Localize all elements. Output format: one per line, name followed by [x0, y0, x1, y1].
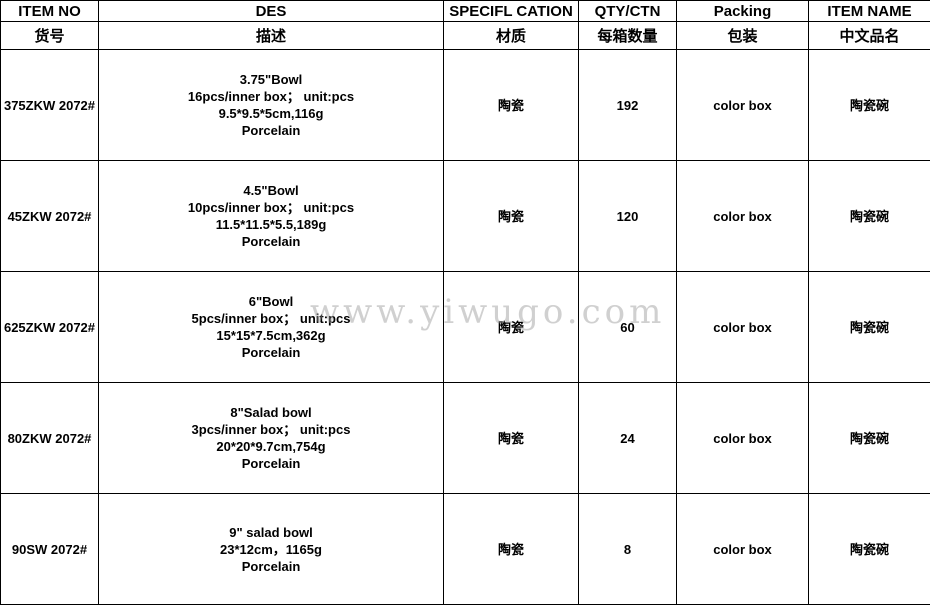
header-material-cn: 材质 [443, 21, 579, 50]
packing-cell: color box [676, 271, 809, 383]
description-line: 16pcs/inner box； unit:pcs [187, 89, 355, 104]
header-specification: SPECIFL CATION [443, 0, 579, 22]
description-cell: 6"Bowl 5pcs/inner box； unit:pcs 15*15*7.5c… [98, 271, 444, 383]
qty-cell: 192 [578, 49, 677, 161]
description-cell: 9" salad bowl 23*12cm，1165g Porcelain [98, 493, 444, 605]
description-line: 4.5"Bowl [243, 183, 299, 198]
header-packing: Packing [676, 0, 809, 22]
description-line: 23*12cm，1165g [220, 541, 322, 557]
material-cell: 陶瓷 [443, 160, 579, 272]
qty-cell: 24 [578, 382, 677, 494]
description-line: 3.75"Bowl [239, 72, 303, 87]
header-des-cn: 描述 [98, 21, 444, 50]
description-line: 15*15*7.5cm,362g [216, 328, 326, 343]
description-line: 11.5*11.5*5.5,189g [215, 217, 327, 232]
packing-cell: color box [676, 49, 809, 161]
description-line: 20*20*9.7cm,754g [216, 439, 326, 454]
description-line: Porcelain [241, 456, 301, 471]
description-line: 9.5*9.5*5cm,116g [218, 106, 324, 121]
header-row-cn: 货号 描述 材质 每箱数量 包装 中文品名 [0, 21, 930, 50]
description-line: Porcelain [241, 345, 301, 360]
header-item-name: ITEM NAME [808, 0, 930, 22]
item-no-cell: 45ZKW 2072# [0, 160, 99, 272]
table-row: 45ZKW 2072# 4.5"Bowl 10pcs/inner box； unit… [0, 160, 930, 272]
header-qty-ctn: QTY/CTN [578, 0, 677, 22]
description-line: 10pcs/inner box； unit:pcs [187, 200, 355, 215]
description-line: 8"Salad bowl [230, 405, 312, 420]
material-cell: 陶瓷 [443, 382, 579, 494]
header-packing-cn: 包装 [676, 21, 809, 50]
description-line: 5pcs/inner box； unit:pcs [191, 311, 351, 326]
packing-cell: color box [676, 382, 809, 494]
name-cn-cell: 陶瓷碗 [808, 160, 930, 272]
material-cell: 陶瓷 [443, 271, 579, 383]
name-cn-cell: 陶瓷碗 [808, 271, 930, 383]
description-line: 3pcs/inner box； unit:pcs [191, 422, 351, 437]
description-cell: 4.5"Bowl 10pcs/inner box； unit:pcs 11.5*11… [98, 160, 444, 272]
description-line: 6"Bowl [248, 294, 294, 309]
header-item-no: ITEM NO [0, 0, 99, 22]
header-qty-cn: 每箱数量 [578, 21, 677, 50]
item-no-cell: 80ZKW 2072# [0, 382, 99, 494]
header-row-en: ITEM NO DES SPECIFL CATION QTY/CTN Packi… [0, 0, 930, 22]
description-cell: 3.75"Bowl 16pcs/inner box； unit:pcs 9.5*9.… [98, 49, 444, 161]
description-line: Porcelain [241, 234, 301, 249]
item-no-cell: 625ZKW 2072# [0, 271, 99, 383]
description-line: 9" salad bowl [229, 524, 313, 540]
table-row: 625ZKW 2072# 6"Bowl 5pcs/inner box； unit:p… [0, 271, 930, 383]
material-cell: 陶瓷 [443, 493, 579, 605]
header-name-cn: 中文品名 [808, 21, 930, 50]
header-item-no-cn: 货号 [0, 21, 99, 50]
description-cell: 8"Salad bowl 3pcs/inner box； unit:pcs 20*2… [98, 382, 444, 494]
qty-cell: 8 [578, 493, 677, 605]
item-no-cell: 375ZKW 2072# [0, 49, 99, 161]
table-row: 90SW 2072# 9" salad bowl 23*12cm，1165g Porc… [0, 493, 930, 605]
description-line: Porcelain [241, 558, 301, 574]
header-des: DES [98, 0, 444, 22]
description-line: Porcelain [241, 123, 301, 138]
material-cell: 陶瓷 [443, 49, 579, 161]
packing-cell: color box [676, 160, 809, 272]
item-no-cell: 90SW 2072# [0, 493, 99, 605]
qty-cell: 60 [578, 271, 677, 383]
qty-cell: 120 [578, 160, 677, 272]
table-row: 375ZKW 2072# 3.75"Bowl 16pcs/inner box； un… [0, 49, 930, 161]
name-cn-cell: 陶瓷碗 [808, 493, 930, 605]
table-row: 80ZKW 2072# 8"Salad bowl 3pcs/inner box； u… [0, 382, 930, 494]
name-cn-cell: 陶瓷碗 [808, 382, 930, 494]
name-cn-cell: 陶瓷碗 [808, 49, 930, 161]
packing-cell: color box [676, 493, 809, 605]
